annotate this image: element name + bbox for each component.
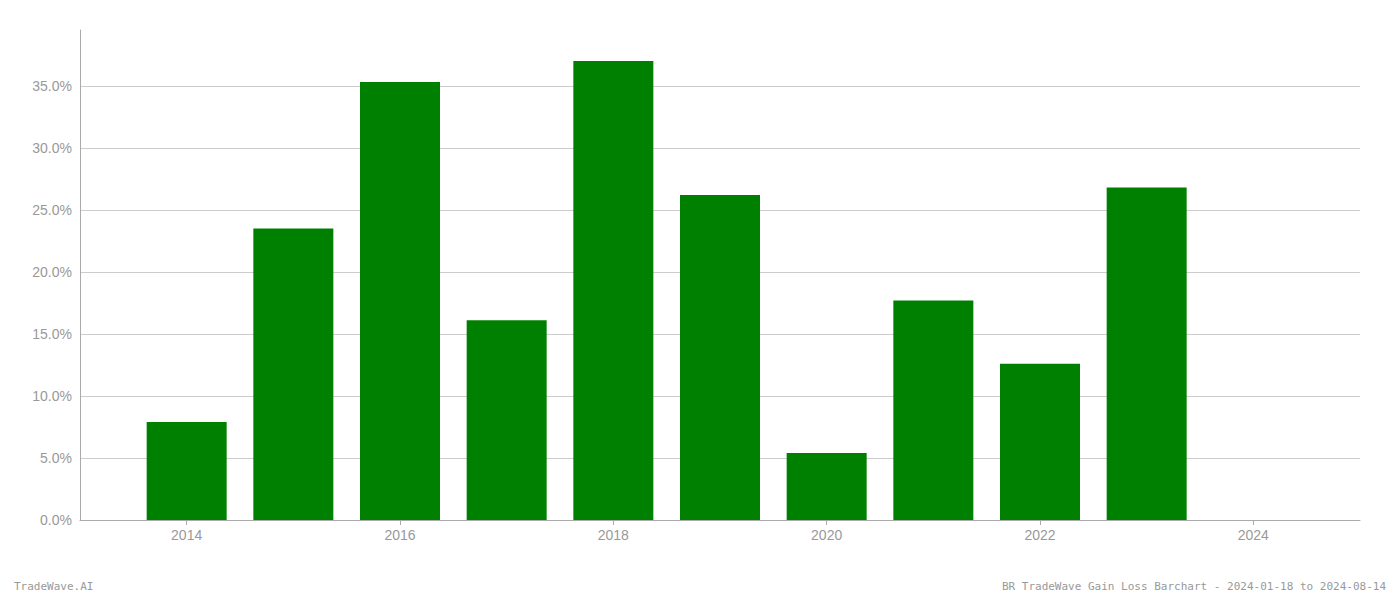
svg-text:0.0%: 0.0%: [40, 512, 72, 528]
svg-text:2024: 2024: [1238, 527, 1269, 543]
svg-text:25.0%: 25.0%: [32, 202, 72, 218]
svg-text:35.0%: 35.0%: [32, 78, 72, 94]
svg-text:20.0%: 20.0%: [32, 264, 72, 280]
svg-text:2020: 2020: [811, 527, 842, 543]
svg-text:TradeWave.AI: TradeWave.AI: [14, 580, 93, 593]
svg-text:2014: 2014: [171, 527, 202, 543]
svg-text:15.0%: 15.0%: [32, 326, 72, 342]
svg-text:5.0%: 5.0%: [40, 450, 72, 466]
svg-text:2018: 2018: [598, 527, 629, 543]
svg-text:2022: 2022: [1024, 527, 1055, 543]
svg-text:BR TradeWave Gain Loss Barchar: BR TradeWave Gain Loss Barchart - 2024-0…: [1002, 580, 1386, 593]
svg-text:10.0%: 10.0%: [32, 388, 72, 404]
svg-text:2016: 2016: [384, 527, 415, 543]
svg-text:30.0%: 30.0%: [32, 140, 72, 156]
